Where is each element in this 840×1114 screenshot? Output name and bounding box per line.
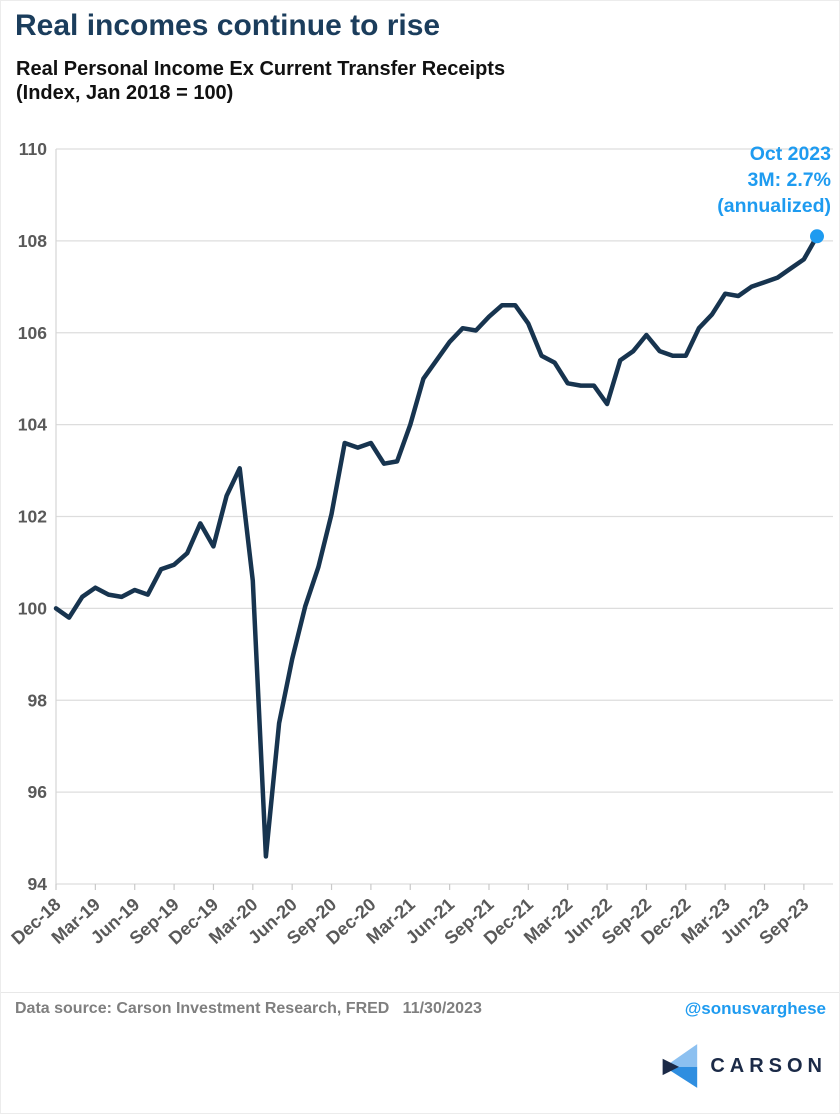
logo-top-ribbon [664, 1044, 698, 1067]
y-tick-label-102: 102 [18, 507, 47, 527]
author-handle: @sonusvarghese [684, 999, 826, 1018]
chart-subtitle-line2: (Index, Jan 2018 = 100) [16, 82, 234, 104]
y-tick-label-106: 106 [18, 323, 47, 343]
y-tick-label-98: 98 [28, 690, 48, 710]
y-tick-label-104: 104 [18, 415, 47, 435]
carson-logo-text: CARSON [710, 1054, 827, 1077]
y-tick-label-108: 108 [18, 231, 47, 251]
y-tick-label-96: 96 [28, 782, 48, 802]
footer-divider [1, 992, 839, 993]
last-point-marker [810, 229, 824, 244]
annotation-value: 3M: 2.7% [747, 169, 831, 191]
line-chart: 949698100102104106108110Dec-18Mar-19Jun-… [7, 139, 833, 948]
chart-subtitle-line1: Real Personal Income Ex Current Transfer… [16, 58, 506, 80]
y-tick-label-100: 100 [18, 598, 47, 618]
carson-logo: CARSON [659, 1043, 827, 1089]
y-tick-label-94: 94 [28, 874, 48, 894]
income-series-line [53, 234, 820, 859]
annotation-note: (annualized) [717, 195, 831, 217]
data-source-text: Data source: Carson Investment Research,… [15, 1000, 482, 1017]
last-point-annotation: Oct 2023 3M: 2.7% (annualized) [717, 141, 831, 219]
y-tick-label-110: 110 [19, 139, 47, 159]
chart-subtitle: Real Personal Income Ex Current Transfer… [16, 57, 505, 105]
page-title: Real incomes continue to rise [15, 9, 441, 42]
logo-bottom-ribbon [664, 1066, 698, 1088]
carson-logo-icon [662, 1044, 698, 1088]
annotation-date: Oct 2023 [749, 143, 831, 165]
logo-arrow [662, 1058, 680, 1076]
